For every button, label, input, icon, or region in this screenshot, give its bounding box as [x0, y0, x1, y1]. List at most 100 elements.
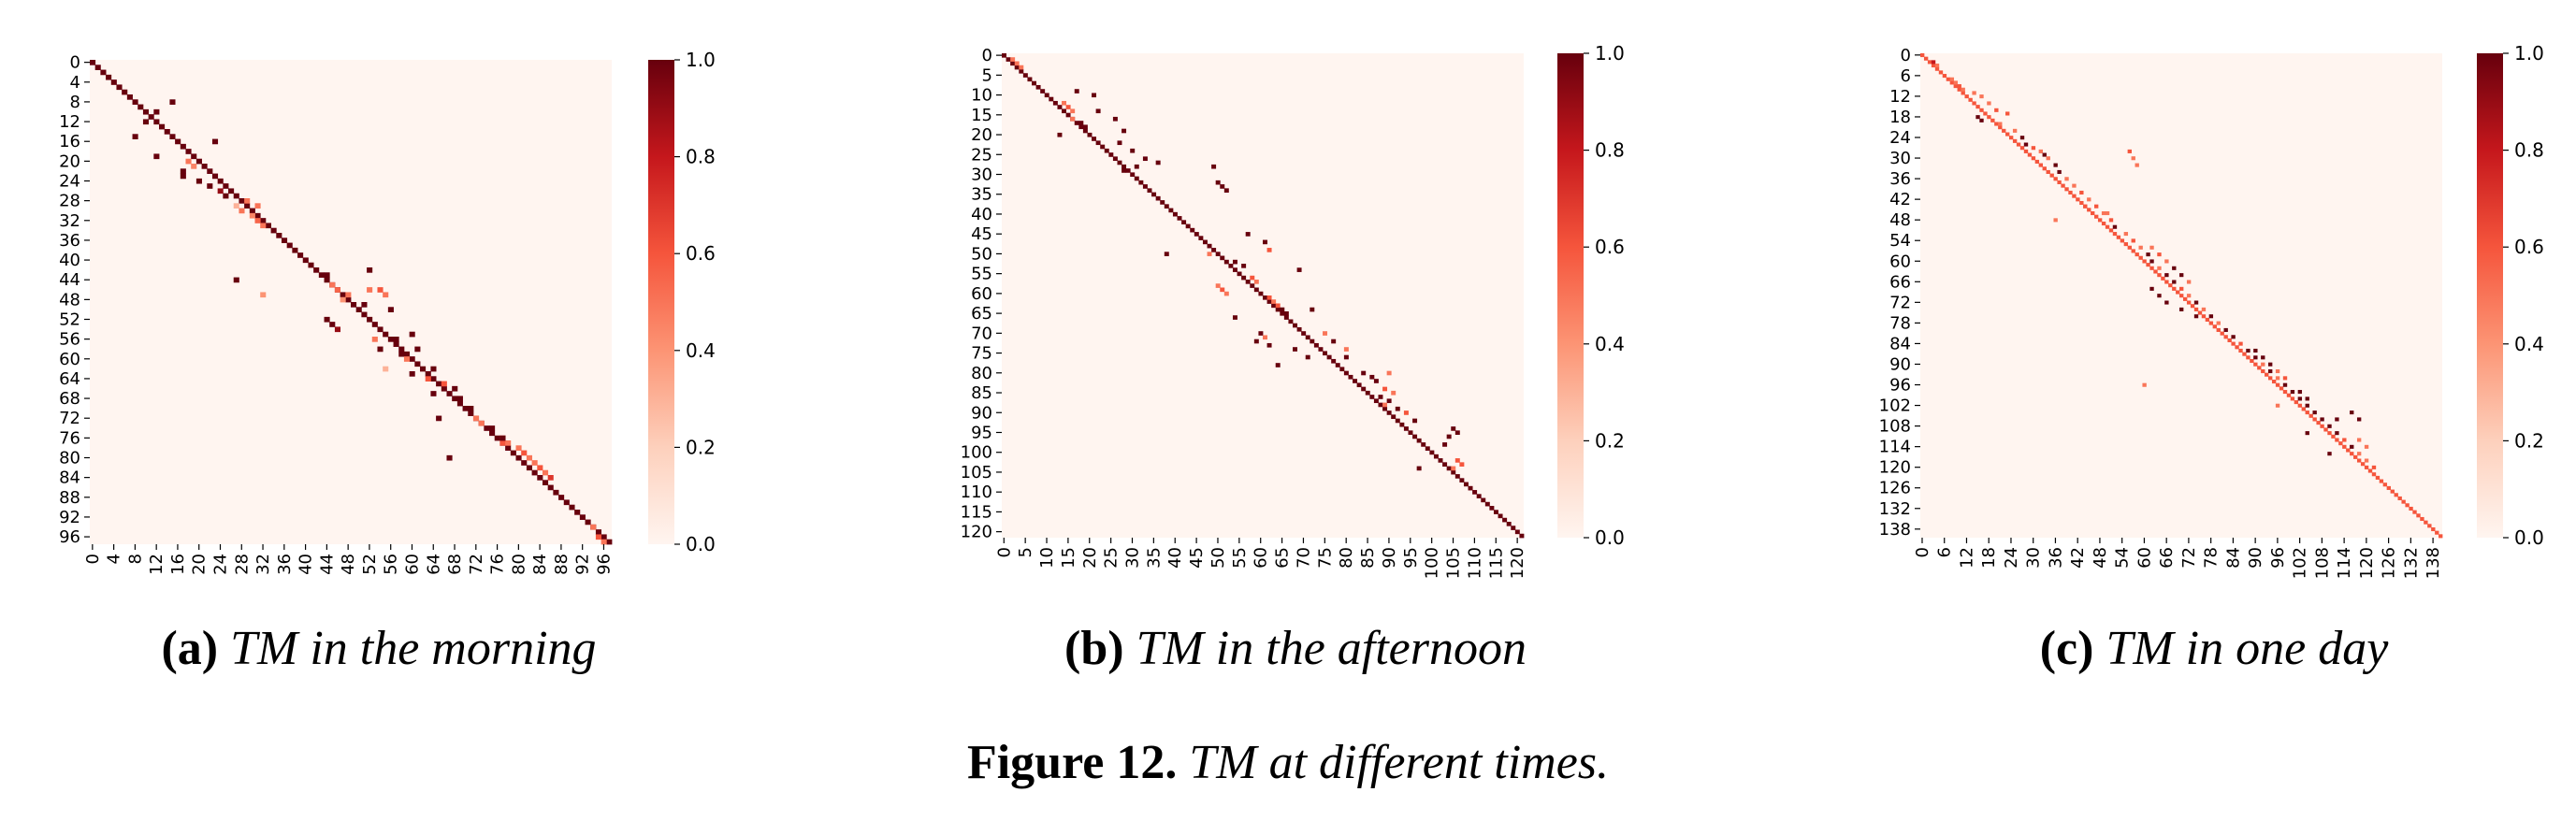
heatmap-cell [1070, 108, 1076, 114]
heatmap-cell-diagonal [606, 539, 613, 545]
heatmap-cell-diagonal [1502, 517, 1508, 523]
heatmap-cell-diagonal [2227, 338, 2232, 342]
heatmap-cell-diagonal [302, 257, 309, 264]
heatmap-cell [260, 292, 267, 298]
heatmap-cell [1271, 299, 1277, 304]
heatmap-cell-diagonal [595, 529, 602, 535]
x-tick-label: 95 [1401, 547, 1421, 569]
heatmap-cell-diagonal [1339, 367, 1345, 372]
heatmap-cell-diagonal [441, 385, 447, 392]
heatmap-cell [1994, 108, 1999, 112]
heatmap-cell [142, 119, 150, 125]
heatmap-cell [1361, 370, 1367, 376]
x-tick-label: 114 [2335, 547, 2354, 579]
heatmap-cell [547, 475, 554, 481]
heatmap-cell [1275, 363, 1281, 367]
heatmap-cell [2031, 146, 2036, 151]
heatmap-cell [2282, 382, 2288, 387]
figure-caption: Figure 12. TM at different times. [967, 735, 1609, 790]
heatmap-cell [2305, 403, 2309, 408]
heatmap-cell [153, 108, 160, 115]
y-tick-label: 84 [1889, 334, 1911, 353]
heatmap-cell-diagonal [2382, 483, 2388, 487]
x-tick-label: 8 [125, 554, 145, 564]
heatmap-cell-diagonal [1454, 474, 1460, 479]
y-tick-label: 24 [1889, 128, 1911, 148]
heatmap-cell-diagonal [1040, 89, 1046, 94]
heatmap-cell [2164, 273, 2169, 278]
heatmap-cell-diagonal [2131, 249, 2135, 253]
heatmap-cell [601, 539, 607, 545]
caption-b: (b) TM in the afternoon [1064, 621, 1527, 676]
heatmap-cell [239, 208, 245, 214]
heatmap-cell-diagonal [2146, 263, 2150, 267]
x-tick-label: 52 [360, 554, 380, 575]
heatmap-cell [2305, 431, 2309, 436]
heatmap-cell [2238, 341, 2243, 346]
heatmap-cell-diagonal [1117, 160, 1122, 166]
x-tick-label: 35 [1144, 547, 1164, 569]
heatmap-cell-diagonal [2286, 393, 2292, 397]
heatmap-cell [409, 331, 415, 338]
y-tick-label: 132 [1879, 499, 1911, 519]
heatmap-cell-diagonal [2375, 475, 2381, 480]
heatmap-cell-diagonal [2157, 273, 2162, 278]
heatmap-cell-diagonal [211, 173, 219, 180]
heatmap-cell-diagonal [1147, 188, 1152, 194]
heatmap-cell [334, 326, 341, 333]
heatmap-cell-diagonal [110, 79, 117, 85]
heatmap-cell-diagonal [398, 346, 405, 353]
heatmap-cell-diagonal [2360, 462, 2366, 467]
colorbar-tick-label: 0.2 [686, 436, 716, 458]
heatmap-cell-diagonal [585, 519, 591, 526]
heatmap-cell-diagonal [2068, 190, 2073, 195]
y-tick-label: 50 [971, 244, 992, 264]
heatmap-cell-diagonal [1035, 84, 1041, 90]
heatmap-cell-diagonal [1442, 462, 1448, 467]
heatmap-cell [1155, 160, 1161, 166]
heatmap-cell-diagonal [201, 164, 208, 169]
x-tick-label: 64 [424, 554, 443, 575]
heatmap-cell-diagonal [1006, 57, 1011, 62]
heatmap-cell [595, 534, 602, 540]
heatmap-cell-diagonal [1271, 303, 1277, 309]
heatmap-cell [521, 450, 528, 456]
heatmap-cell-diagonal [191, 153, 197, 160]
heatmap-cell-diagonal [367, 316, 373, 323]
y-tick-label: 8 [70, 93, 80, 112]
heatmap-cell-diagonal [1964, 94, 1969, 99]
heatmap-cell [2164, 259, 2169, 264]
heatmap-cell [1122, 128, 1127, 134]
heatmap-cell-diagonal [1373, 398, 1379, 404]
heatmap-b: 0055101015152020252530303535404045455050… [961, 42, 1625, 579]
heatmap-cell-diagonal [2105, 224, 2110, 229]
heatmap-cell [1253, 338, 1259, 344]
heatmap-cell [1010, 57, 1016, 62]
x-tick-label: 72 [2179, 547, 2199, 569]
heatmap-cell-diagonal [1369, 395, 1375, 399]
heatmap-cell-diagonal [452, 396, 458, 402]
heatmap-cell-diagonal [1433, 454, 1439, 459]
heatmap-cell-diagonal [1087, 132, 1093, 137]
heatmap-cell [499, 435, 506, 441]
heatmap-cell-diagonal [2394, 493, 2398, 497]
caption-a: (a) TM in the morning [161, 621, 596, 676]
heatmap-cell [1241, 264, 1247, 268]
heatmap-cell-diagonal [2397, 496, 2402, 500]
heatmap-cell-diagonal [2297, 403, 2303, 408]
heatmap-cell [377, 346, 384, 353]
heatmap-cell [590, 524, 597, 530]
heatmap-cell-diagonal [90, 60, 96, 65]
heatmap-cell-diagonal [1138, 180, 1144, 185]
heatmap-cell [2186, 294, 2192, 298]
heatmap-cell-diagonal [1288, 319, 1294, 324]
heatmap-cell [2356, 438, 2362, 442]
heatmap-cell [2356, 452, 2362, 456]
heatmap-cell [377, 287, 384, 293]
heatmap-cell-diagonal [403, 351, 411, 357]
y-tick-label: 56 [59, 330, 80, 350]
heatmap-cell-diagonal [1476, 494, 1482, 498]
heatmap-cell-diagonal [318, 272, 325, 278]
y-tick-label: 12 [1889, 87, 1911, 107]
heatmap-cell-diagonal [1151, 192, 1157, 197]
